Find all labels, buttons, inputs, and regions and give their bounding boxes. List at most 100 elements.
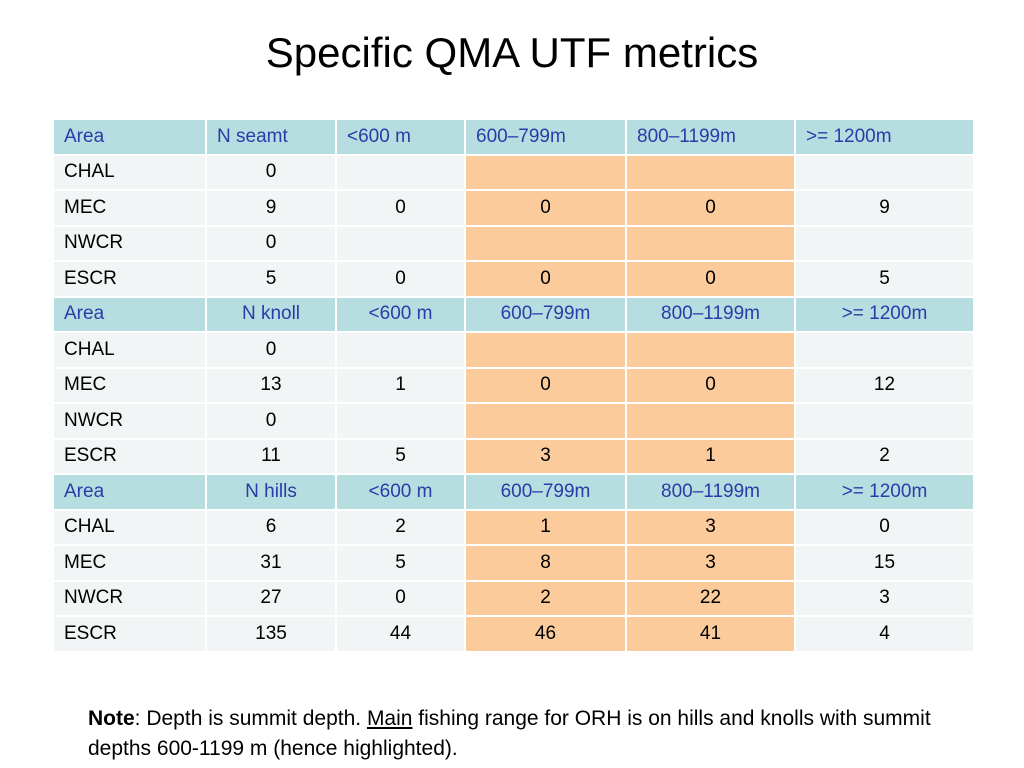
table-cell: 2 bbox=[464, 579, 627, 617]
table-cell: 9 bbox=[794, 189, 975, 227]
column-header: N hills bbox=[205, 473, 337, 511]
area-cell: NWCR bbox=[52, 402, 207, 440]
table-cell: 0 bbox=[205, 153, 337, 191]
note-label: Note bbox=[88, 707, 135, 730]
table-cell: 3 bbox=[794, 579, 975, 617]
area-cell: ESCR bbox=[52, 260, 207, 298]
table-cell: 12 bbox=[794, 366, 975, 404]
column-header: N knoll bbox=[205, 295, 337, 333]
table-cell: 41 bbox=[625, 615, 796, 653]
table-row: CHAL 0 bbox=[52, 153, 975, 191]
table-cell: 0 bbox=[205, 331, 337, 369]
table-cell bbox=[794, 402, 975, 440]
footnote: Note: Depth is summit depth. Main fishin… bbox=[88, 704, 948, 764]
table-cell bbox=[794, 331, 975, 369]
table-row: CHAL 6 2 1 3 0 bbox=[52, 508, 975, 546]
table-cell: 3 bbox=[464, 437, 627, 475]
column-header: <600 m bbox=[335, 118, 466, 156]
table-cell bbox=[464, 224, 627, 262]
table-header-row: Area N hills <600 m 600–799m 800–1199m >= 120… bbox=[52, 473, 975, 511]
area-cell: NWCR bbox=[52, 579, 207, 617]
area-cell: MEC bbox=[52, 544, 207, 582]
table-cell: 3 bbox=[625, 508, 796, 546]
table-cell: 5 bbox=[335, 544, 466, 582]
table-cell: 135 bbox=[205, 615, 337, 653]
area-cell: CHAL bbox=[52, 508, 207, 546]
table-cell: 0 bbox=[464, 366, 627, 404]
table-cell bbox=[625, 224, 796, 262]
table-cell: 0 bbox=[205, 224, 337, 262]
table-cell: 1 bbox=[464, 508, 627, 546]
table-cell: 11 bbox=[205, 437, 337, 475]
metrics-table: Area N seamt <600 m 600–799m 800–1199m >= 120… bbox=[52, 118, 975, 653]
column-header: Area bbox=[52, 473, 207, 511]
note-underlined: Main bbox=[366, 707, 413, 730]
table-cell: 0 bbox=[625, 366, 796, 404]
column-header: >= 1200m bbox=[794, 295, 975, 333]
table-row: MEC 9 0 0 0 9 bbox=[52, 189, 975, 227]
table-cell: 9 bbox=[205, 189, 337, 227]
table-cell: 3 bbox=[625, 544, 796, 582]
table-cell bbox=[464, 331, 627, 369]
note-text-1: : Depth is summit depth. bbox=[134, 707, 367, 730]
column-header: 600–799m bbox=[464, 118, 627, 156]
area-cell: NWCR bbox=[52, 224, 207, 262]
column-header: N seamt bbox=[205, 118, 337, 156]
column-header: <600 m bbox=[335, 473, 466, 511]
column-header: 800–1199m bbox=[625, 295, 796, 333]
table-cell: 13 bbox=[205, 366, 337, 404]
table-cell: 0 bbox=[625, 260, 796, 298]
column-header: 600–799m bbox=[464, 295, 627, 333]
table-cell: 22 bbox=[625, 579, 796, 617]
column-header: 600–799m bbox=[464, 473, 627, 511]
column-header: Area bbox=[52, 295, 207, 333]
table-cell bbox=[625, 402, 796, 440]
table-cell: 0 bbox=[205, 402, 337, 440]
area-cell: CHAL bbox=[52, 153, 207, 191]
table-cell bbox=[794, 224, 975, 262]
table-cell: 5 bbox=[205, 260, 337, 298]
table-cell: 44 bbox=[335, 615, 466, 653]
area-cell: MEC bbox=[52, 189, 207, 227]
table-cell: 31 bbox=[205, 544, 337, 582]
column-header: <600 m bbox=[335, 295, 466, 333]
table-cell: 46 bbox=[464, 615, 627, 653]
area-cell: ESCR bbox=[52, 615, 207, 653]
table-cell: 27 bbox=[205, 579, 337, 617]
column-header: >= 1200m bbox=[794, 473, 975, 511]
table-row: ESCR 135 44 46 41 4 bbox=[52, 615, 975, 653]
table-row: ESCR 5 0 0 0 5 bbox=[52, 260, 975, 298]
table-cell: 5 bbox=[335, 437, 466, 475]
column-header: 800–1199m bbox=[625, 473, 796, 511]
table-cell: 0 bbox=[335, 189, 466, 227]
column-header: Area bbox=[52, 118, 207, 156]
table-cell: 5 bbox=[794, 260, 975, 298]
table-cell bbox=[464, 153, 627, 191]
table-cell bbox=[464, 402, 627, 440]
table-cell: 1 bbox=[625, 437, 796, 475]
table-row: MEC 13 1 0 0 12 bbox=[52, 366, 975, 404]
table-row: CHAL 0 bbox=[52, 331, 975, 369]
table-cell: 2 bbox=[794, 437, 975, 475]
table-cell: 0 bbox=[625, 189, 796, 227]
page-title: Specific QMA UTF metrics bbox=[265, 29, 759, 76]
table-body: Area N seamt <600 m 600–799m 800–1199m >= 120… bbox=[52, 118, 975, 653]
table-row: NWCR 0 bbox=[52, 224, 975, 262]
table-header-row: Area N seamt <600 m 600–799m 800–1199m >= 120… bbox=[52, 118, 975, 156]
area-cell: ESCR bbox=[52, 437, 207, 475]
table-cell: 0 bbox=[335, 260, 466, 298]
table-row: NWCR 27 0 2 22 3 bbox=[52, 579, 975, 617]
table-row: ESCR 11 5 3 1 2 bbox=[52, 437, 975, 475]
table-cell bbox=[625, 331, 796, 369]
table-header-row: Area N knoll <600 m 600–799m 800–1199m >= 120… bbox=[52, 295, 975, 333]
table-cell bbox=[335, 153, 466, 191]
table-cell bbox=[794, 153, 975, 191]
table-cell: 0 bbox=[464, 260, 627, 298]
table-cell bbox=[625, 153, 796, 191]
column-header: 800–1199m bbox=[625, 118, 796, 156]
table-cell: 6 bbox=[205, 508, 337, 546]
table-row: MEC 31 5 8 3 15 bbox=[52, 544, 975, 582]
table-cell: 15 bbox=[794, 544, 975, 582]
table-cell bbox=[335, 402, 466, 440]
table-row: NWCR 0 bbox=[52, 402, 975, 440]
